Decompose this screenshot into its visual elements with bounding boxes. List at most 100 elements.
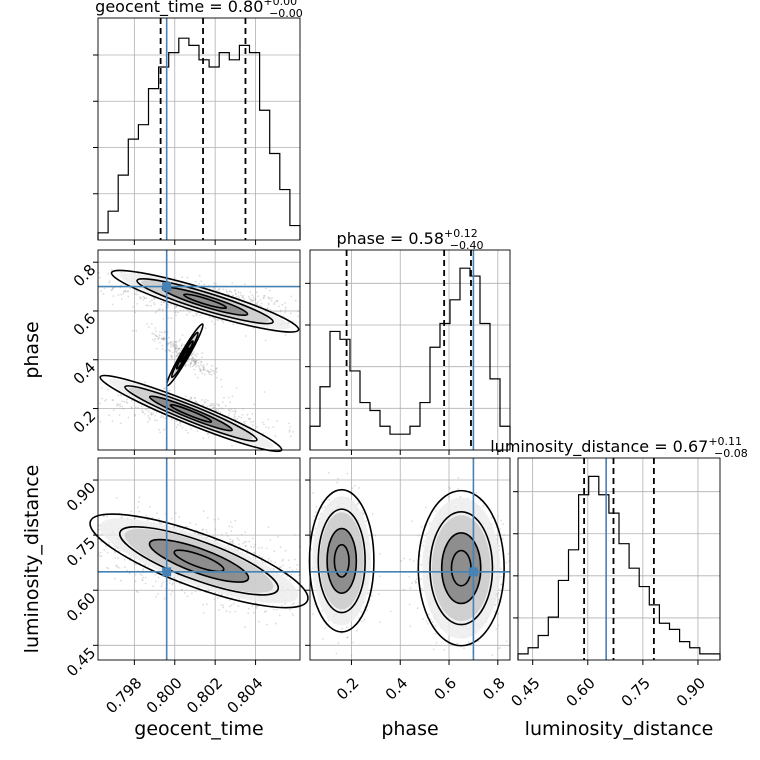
- sample-point: [163, 331, 166, 334]
- sample-point: [276, 300, 279, 302]
- sample-point: [159, 308, 162, 311]
- y-tick-label-luminosity_distance: 0.90: [63, 479, 99, 515]
- sample-point: [352, 641, 355, 644]
- sample-point: [288, 429, 291, 431]
- sample-point: [163, 337, 166, 340]
- sample-point: [193, 532, 196, 534]
- sample-point: [230, 291, 233, 293]
- sample-point: [116, 557, 119, 560]
- sample-point: [176, 305, 179, 308]
- sample-point: [99, 555, 101, 558]
- sample-point: [211, 320, 214, 323]
- sample-point: [175, 351, 178, 354]
- sample-point: [200, 361, 203, 364]
- sample-point: [203, 368, 205, 371]
- y-tick-label-phase: 0.6: [70, 310, 100, 340]
- density-1-2: [441, 532, 481, 604]
- sample-point: [266, 307, 269, 309]
- sample-point: [351, 487, 354, 490]
- sample-point: [201, 352, 204, 354]
- sample-point: [261, 546, 263, 549]
- sample-point: [174, 512, 177, 514]
- sample-point: [174, 340, 177, 343]
- sample-point: [238, 598, 241, 600]
- sample-point: [477, 640, 480, 643]
- sample-point: [174, 350, 177, 352]
- sample-point: [142, 411, 145, 414]
- sample-point: [222, 604, 225, 607]
- sample-point: [123, 290, 125, 293]
- sample-point: [202, 367, 205, 370]
- sample-point: [275, 300, 278, 303]
- sample-point: [110, 289, 113, 292]
- sample-point: [149, 300, 152, 303]
- x-tick-label-phase: 0.6: [430, 674, 460, 704]
- sample-point: [191, 357, 193, 360]
- sample-point: [206, 370, 209, 373]
- sample-point: [174, 356, 177, 358]
- sample-point: [152, 338, 155, 341]
- sample-point: [187, 359, 190, 361]
- sample-point: [194, 363, 197, 365]
- sample-point: [357, 502, 360, 505]
- sample-point: [117, 294, 120, 296]
- sample-point: [435, 641, 438, 644]
- sample-point: [449, 487, 451, 490]
- sample-point: [136, 591, 139, 593]
- sample-point: [237, 539, 240, 541]
- sample-point: [138, 510, 141, 513]
- sample-point: [171, 342, 174, 345]
- sample-point: [463, 647, 465, 650]
- sample-point: [193, 358, 196, 360]
- sample-point: [194, 359, 197, 361]
- sample-point: [434, 632, 437, 635]
- sample-point: [503, 533, 505, 536]
- sample-point: [123, 400, 126, 403]
- x-tick-label-geocent_time: 0.802: [183, 674, 226, 717]
- sample-point: [345, 626, 348, 629]
- sample-point: [194, 400, 197, 402]
- sample-point: [108, 414, 111, 417]
- sample-point: [179, 527, 181, 529]
- sample-point: [215, 368, 218, 370]
- sample-point: [155, 580, 157, 583]
- sample-point: [457, 477, 460, 479]
- sample-point: [234, 412, 237, 415]
- sample-point: [228, 409, 230, 411]
- sample-point: [276, 310, 278, 313]
- sample-point: [195, 355, 198, 357]
- sample-point: [141, 409, 144, 411]
- sample-point: [229, 401, 232, 403]
- sample-point: [175, 354, 178, 357]
- sample-point: [245, 540, 248, 543]
- sample-point: [278, 305, 280, 308]
- sample-point: [234, 519, 237, 522]
- contour-1-1: [429, 510, 494, 626]
- sample-point: [178, 347, 180, 350]
- sample-point: [282, 558, 285, 561]
- sample-point: [497, 624, 500, 627]
- sample-point: [115, 565, 118, 568]
- sample-point: [147, 421, 149, 423]
- sample-point: [251, 294, 254, 297]
- sample-point: [234, 610, 237, 613]
- sample-point: [230, 604, 233, 607]
- sample-point: [181, 276, 184, 278]
- sample-point: [117, 394, 120, 397]
- sample-point: [424, 506, 427, 509]
- sample-point: [163, 301, 165, 304]
- sample-point: [169, 579, 171, 582]
- contour-0-3: [182, 293, 228, 310]
- sample-point: [212, 402, 215, 405]
- sample-point: [249, 301, 252, 303]
- sample-point: [120, 394, 122, 396]
- sample-point: [263, 391, 266, 393]
- sample-point: [180, 347, 183, 350]
- sample-point: [293, 602, 295, 605]
- sample-point: [231, 444, 233, 447]
- sample-point: [189, 396, 192, 399]
- sample-point: [289, 426, 291, 428]
- sample-point: [182, 528, 185, 530]
- sample-point: [185, 429, 187, 432]
- sample-point: [248, 540, 251, 543]
